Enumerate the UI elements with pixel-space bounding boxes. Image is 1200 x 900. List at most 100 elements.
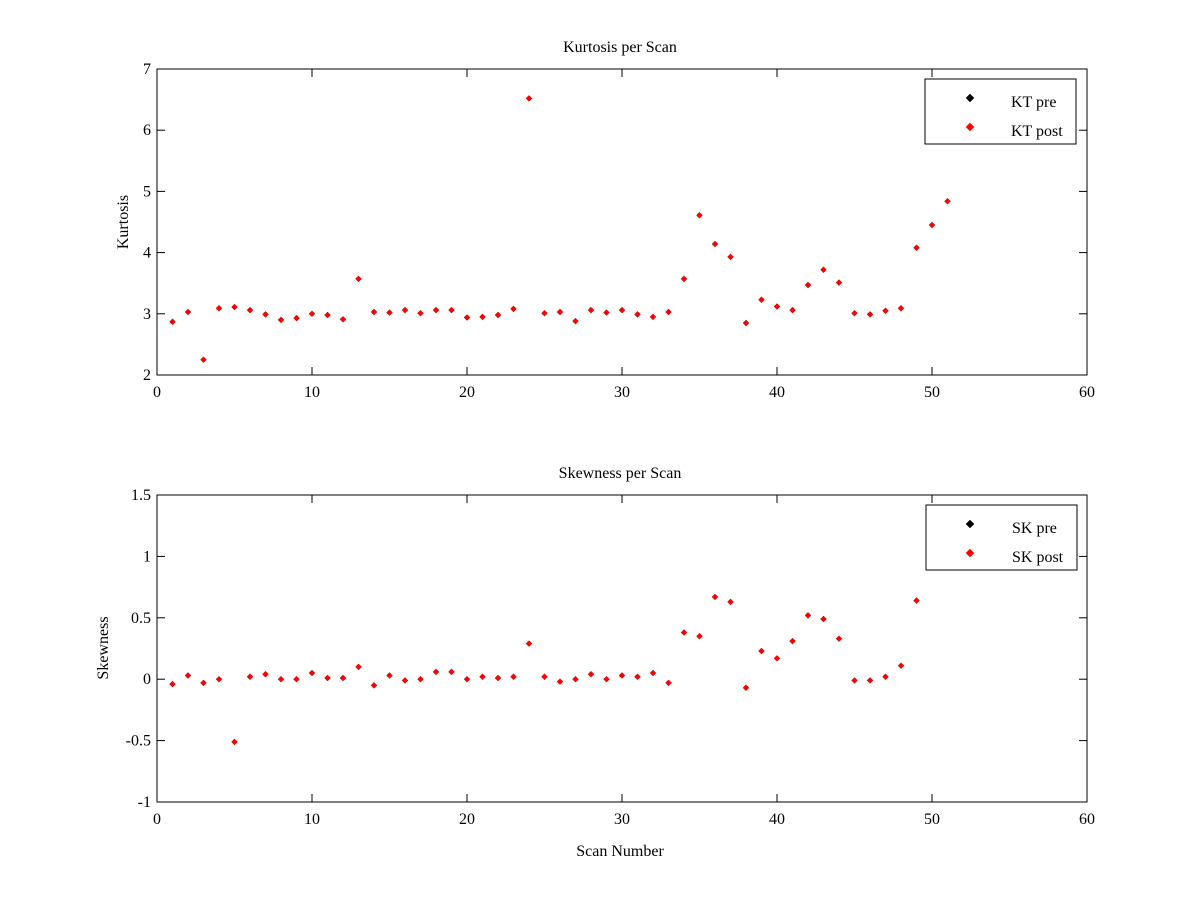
y-tick-label: 1.5 (131, 487, 151, 504)
marks-group (169, 593, 920, 745)
data-point-post (789, 307, 796, 314)
legend-label-sk-pre: SK pre (1012, 520, 1057, 537)
y-tick-label: 0.5 (131, 610, 151, 627)
data-point-post (479, 313, 486, 320)
data-point-post (804, 612, 812, 619)
legend-marker-sk-pre (965, 519, 975, 529)
data-point-post (866, 677, 874, 684)
data-point-post (711, 593, 719, 601)
data-point-post (603, 676, 610, 683)
y-axis-label: Kurtosis (115, 195, 132, 249)
data-point-post (572, 676, 579, 683)
data-point-post (510, 673, 517, 680)
legend-label-sk-post: SK post (1012, 549, 1064, 566)
chart-title: Skewness per Scan (559, 465, 682, 482)
y-tick-label: 7 (143, 61, 151, 78)
data-point-post (262, 311, 269, 318)
data-point-post (355, 663, 362, 671)
data-point-post (758, 647, 765, 655)
data-point-post (386, 672, 393, 679)
data-point-post (200, 679, 207, 686)
x-tick-label: 50 (924, 384, 940, 401)
y-tick-label: 5 (143, 183, 151, 200)
data-point-post (293, 676, 300, 683)
legend-label-kt-post: KT post (1011, 123, 1063, 140)
x-tick-label: 60 (1079, 384, 1095, 401)
x-tick-label: 30 (614, 811, 630, 828)
x-tick-label: 10 (304, 384, 320, 401)
data-point-post (494, 674, 502, 682)
data-point-post (324, 674, 331, 682)
legend: KT pre KT post (924, 78, 1077, 145)
x-tick-label: 20 (459, 384, 475, 401)
data-point-post (479, 673, 486, 680)
data-point-post (417, 310, 424, 317)
data-point-post (680, 629, 688, 636)
x-tick-label: 40 (769, 384, 785, 401)
data-point-post (339, 674, 347, 682)
data-point-post (680, 275, 688, 283)
data-point-post (308, 310, 316, 317)
data-point-post (525, 640, 533, 647)
data-point-post (386, 309, 393, 316)
skewness-plot: Skewness per Scan Skewness Scan Number 0… (95, 465, 1095, 860)
tick-group: 0 10 20 30 40 50 60 2 3 4 5 6 7 (143, 61, 1095, 401)
x-tick-label: 50 (924, 811, 940, 828)
data-point-post (727, 253, 734, 260)
data-point-post (541, 310, 548, 317)
x-tick-label: 60 (1079, 811, 1095, 828)
data-point-post (339, 316, 347, 323)
data-point-post (649, 313, 657, 320)
data-point-post (897, 662, 905, 669)
kurtosis-plot: Kurtosis per Scan Kurtosis 0 10 20 30 40 50 60… (115, 39, 1095, 401)
data-point-post (897, 305, 905, 312)
y-axis-label: Skewness (95, 616, 112, 679)
data-point-post (882, 673, 889, 680)
data-point-post (618, 672, 626, 679)
data-point-post (401, 307, 409, 314)
data-point-post (494, 311, 502, 319)
data-point-post (851, 310, 858, 317)
y-tick-label: 0 (143, 671, 151, 688)
data-point-post (587, 671, 595, 678)
data-point-post (913, 597, 920, 604)
legend-box (924, 78, 1077, 145)
data-point-post (510, 305, 517, 313)
data-point-post (851, 677, 858, 684)
y-tick-label: 4 (143, 245, 151, 262)
data-point-post (448, 307, 455, 314)
data-point-post (417, 676, 424, 683)
data-point-post (634, 673, 641, 680)
y-tick-label: 1 (143, 548, 151, 565)
data-point-post (324, 311, 331, 319)
x-tick-label: 20 (459, 811, 475, 828)
y-tick-label: 2 (143, 367, 151, 384)
x-tick-label: 0 (153, 384, 161, 401)
data-point-post (603, 309, 610, 316)
x-tick-label: 40 (769, 811, 785, 828)
y-tick-label: -1 (138, 794, 151, 811)
data-point-post (866, 311, 874, 318)
data-point-post (308, 669, 316, 677)
data-point-post (618, 307, 626, 314)
data-point-post (463, 314, 471, 321)
data-point-post (277, 316, 285, 324)
x-tick-label: 0 (153, 811, 161, 828)
legend: SK pre SK post (925, 504, 1078, 571)
data-point-post (665, 308, 672, 316)
x-tick-label: 30 (614, 384, 630, 401)
data-point-post (820, 615, 827, 623)
data-point-post (556, 308, 564, 316)
data-point-post (773, 303, 781, 310)
x-tick-label: 10 (304, 811, 320, 828)
data-point-post (773, 655, 781, 662)
data-point-post (882, 307, 889, 314)
y-tick-label: -0.5 (126, 733, 151, 750)
data-point-post (587, 307, 595, 314)
data-point-post (463, 676, 471, 683)
data-point-post (541, 673, 548, 680)
legend-box (925, 504, 1078, 571)
data-point-post (835, 635, 843, 642)
